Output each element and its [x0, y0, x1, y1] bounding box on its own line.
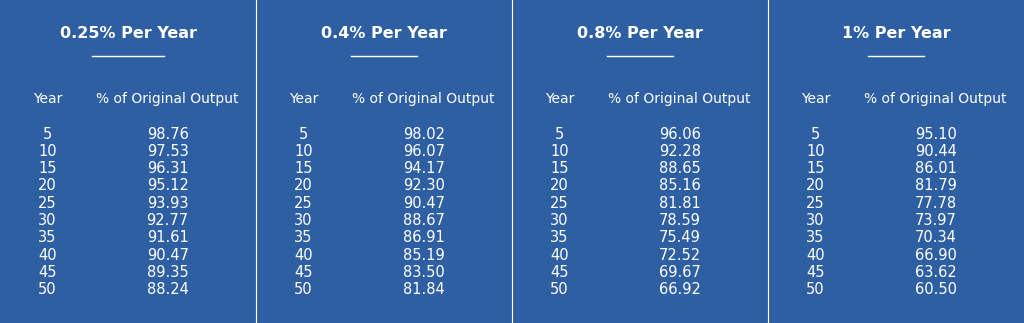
Text: 40: 40: [806, 247, 824, 263]
Text: 25: 25: [806, 196, 824, 211]
Text: 95.10: 95.10: [914, 127, 956, 141]
Text: 30: 30: [294, 213, 312, 228]
Text: 25: 25: [550, 196, 568, 211]
Text: 77.78: 77.78: [914, 196, 956, 211]
Text: 98.76: 98.76: [146, 127, 188, 141]
Text: 81.79: 81.79: [914, 178, 956, 193]
Text: 70.34: 70.34: [914, 230, 956, 245]
Text: 40: 40: [294, 247, 312, 263]
Text: % of Original Output: % of Original Output: [96, 91, 239, 106]
Text: 20: 20: [550, 178, 568, 193]
Text: 35: 35: [38, 230, 56, 245]
Text: % of Original Output: % of Original Output: [864, 91, 1007, 106]
Text: 85.16: 85.16: [658, 178, 700, 193]
Text: 98.02: 98.02: [402, 127, 444, 141]
Text: 94.17: 94.17: [402, 161, 444, 176]
Text: 88.67: 88.67: [402, 213, 444, 228]
Text: 10: 10: [550, 144, 568, 159]
Text: 75.49: 75.49: [658, 230, 700, 245]
Text: 5: 5: [43, 127, 52, 141]
Text: 30: 30: [806, 213, 824, 228]
Text: 90.47: 90.47: [402, 196, 444, 211]
Text: 50: 50: [294, 282, 312, 297]
Text: 50: 50: [38, 282, 56, 297]
Text: 90.44: 90.44: [914, 144, 956, 159]
Text: Year: Year: [545, 91, 574, 106]
Text: 81.84: 81.84: [402, 282, 444, 297]
Text: 60.50: 60.50: [914, 282, 956, 297]
Text: 66.92: 66.92: [658, 282, 700, 297]
Text: 89.35: 89.35: [146, 265, 188, 280]
Text: 50: 50: [550, 282, 568, 297]
Text: 95.12: 95.12: [146, 178, 188, 193]
Text: 69.67: 69.67: [658, 265, 700, 280]
Text: 90.47: 90.47: [146, 247, 188, 263]
Text: 15: 15: [294, 161, 312, 176]
Text: 5: 5: [811, 127, 820, 141]
Text: 45: 45: [806, 265, 824, 280]
Text: 45: 45: [550, 265, 568, 280]
Text: 96.06: 96.06: [658, 127, 700, 141]
Text: 0.8% Per Year: 0.8% Per Year: [578, 26, 702, 41]
Text: 15: 15: [550, 161, 568, 176]
Text: 10: 10: [806, 144, 824, 159]
Text: 35: 35: [550, 230, 568, 245]
Text: 20: 20: [38, 178, 56, 193]
Text: 25: 25: [294, 196, 312, 211]
Text: 0.4% Per Year: 0.4% Per Year: [322, 26, 446, 41]
Text: 66.90: 66.90: [914, 247, 956, 263]
Text: 81.81: 81.81: [658, 196, 700, 211]
Text: Year: Year: [33, 91, 62, 106]
Text: 97.53: 97.53: [146, 144, 188, 159]
Text: 63.62: 63.62: [914, 265, 956, 280]
Text: 96.31: 96.31: [146, 161, 188, 176]
Text: 35: 35: [294, 230, 312, 245]
Text: 92.77: 92.77: [146, 213, 188, 228]
Text: 40: 40: [550, 247, 568, 263]
Text: 20: 20: [294, 178, 312, 193]
Text: 50: 50: [806, 282, 824, 297]
Text: 92.28: 92.28: [658, 144, 700, 159]
Text: 30: 30: [550, 213, 568, 228]
Text: Year: Year: [289, 91, 318, 106]
Text: % of Original Output: % of Original Output: [608, 91, 751, 106]
Text: Year: Year: [801, 91, 830, 106]
Text: 15: 15: [38, 161, 56, 176]
Text: 88.65: 88.65: [658, 161, 700, 176]
Text: 5: 5: [555, 127, 564, 141]
Text: 88.24: 88.24: [146, 282, 188, 297]
Text: 35: 35: [806, 230, 824, 245]
Text: 78.59: 78.59: [658, 213, 700, 228]
Text: 72.52: 72.52: [658, 247, 700, 263]
Text: 86.01: 86.01: [914, 161, 956, 176]
Text: 96.07: 96.07: [402, 144, 444, 159]
Text: 40: 40: [38, 247, 56, 263]
Text: 93.93: 93.93: [146, 196, 188, 211]
Text: 85.19: 85.19: [402, 247, 444, 263]
Text: 86.91: 86.91: [402, 230, 444, 245]
Text: 10: 10: [294, 144, 312, 159]
Text: 45: 45: [38, 265, 56, 280]
Text: 1% Per Year: 1% Per Year: [842, 26, 950, 41]
Text: 45: 45: [294, 265, 312, 280]
Text: 92.30: 92.30: [402, 178, 444, 193]
Text: 83.50: 83.50: [402, 265, 444, 280]
Text: 20: 20: [806, 178, 824, 193]
Text: 5: 5: [299, 127, 308, 141]
Text: 15: 15: [806, 161, 824, 176]
Text: 73.97: 73.97: [914, 213, 956, 228]
Text: 0.25% Per Year: 0.25% Per Year: [59, 26, 197, 41]
Text: 25: 25: [38, 196, 56, 211]
Text: 91.61: 91.61: [146, 230, 188, 245]
Text: 10: 10: [38, 144, 56, 159]
Text: % of Original Output: % of Original Output: [352, 91, 495, 106]
Text: 30: 30: [38, 213, 56, 228]
